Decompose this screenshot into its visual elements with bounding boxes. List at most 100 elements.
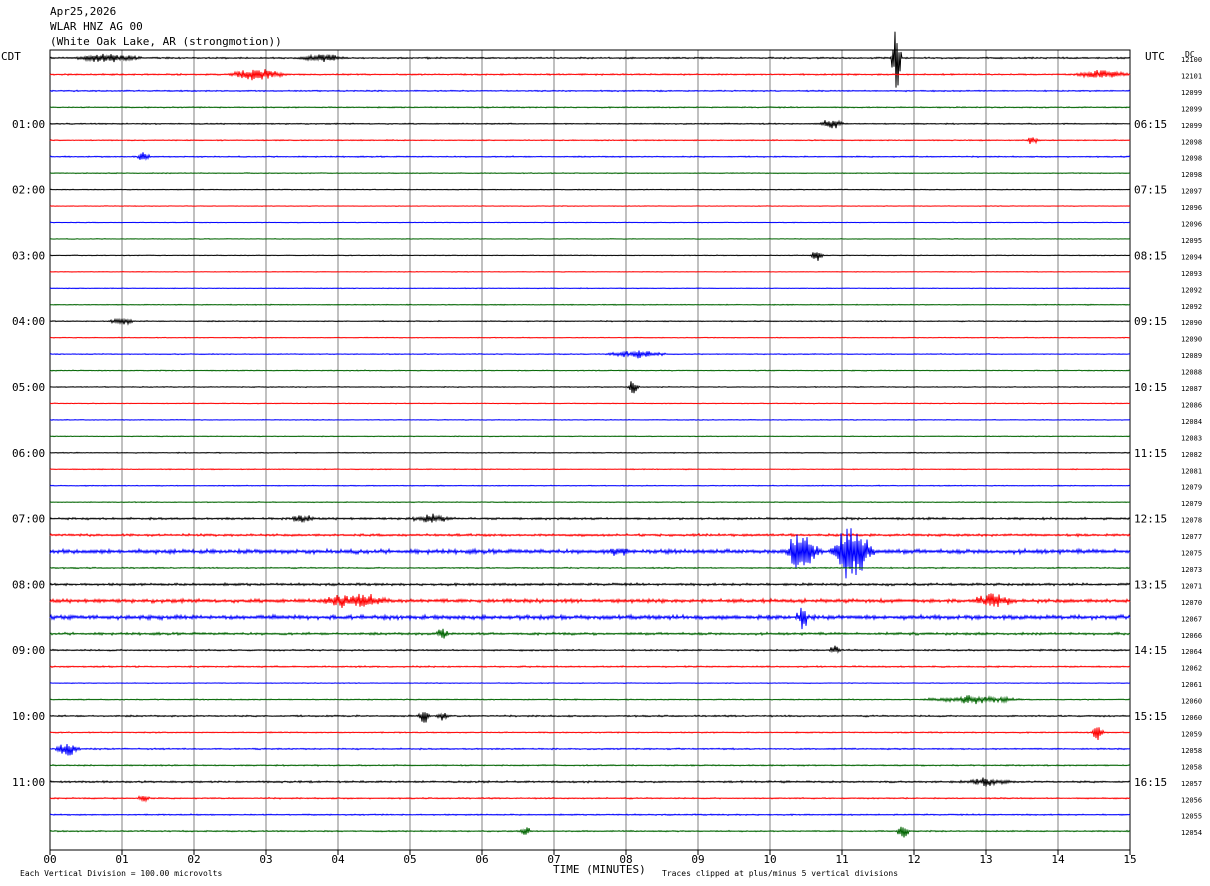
dc-offset-label: 12083 xyxy=(1181,434,1202,442)
dc-offset-label: 12094 xyxy=(1181,253,1202,261)
right-time-label: 09:15 xyxy=(1134,315,1167,328)
x-tick-label: 06 xyxy=(475,853,488,866)
x-tick-label: 03 xyxy=(259,853,272,866)
left-time-label: 10:00 xyxy=(12,710,45,723)
footer: Each Vertical Division = 100.00 microvol… xyxy=(20,863,898,878)
trace-line-13 xyxy=(49,270,1131,273)
left-timezone-label: CDT xyxy=(1,50,21,63)
dc-offset-label: 12097 xyxy=(1181,188,1202,196)
dc-offset-label: 12061 xyxy=(1181,681,1202,689)
trace-line-28 xyxy=(49,513,1131,524)
x-tick-label: 12 xyxy=(907,853,920,866)
trace-line-41 xyxy=(49,727,1131,740)
dc-offset-label: 12092 xyxy=(1181,303,1202,311)
seismic-traces xyxy=(49,31,1131,838)
dc-offset-label: 12078 xyxy=(1181,517,1202,525)
trace-line-6 xyxy=(49,152,1131,161)
trace-line-43 xyxy=(49,763,1131,767)
right-time-label: 16:15 xyxy=(1134,776,1167,789)
trace-line-42 xyxy=(49,743,1131,756)
dc-offset-label: 12098 xyxy=(1181,171,1202,179)
right-timezone-label: UTC xyxy=(1145,50,1165,63)
left-time-label: 01:00 xyxy=(12,118,45,131)
trace-line-38 xyxy=(49,682,1131,685)
dc-offset-label: 12092 xyxy=(1181,286,1202,294)
trace-line-9 xyxy=(49,205,1131,207)
dc-offset-label: 12070 xyxy=(1181,599,1202,607)
left-time-label: 03:00 xyxy=(12,249,45,262)
dc-offset-label: 12060 xyxy=(1181,698,1202,706)
trace-line-44 xyxy=(49,777,1131,787)
dc-offset-label: 12088 xyxy=(1181,369,1202,377)
x-tick-label: 14 xyxy=(1051,853,1065,866)
dc-offset-label: 12060 xyxy=(1181,714,1202,722)
trace-line-8 xyxy=(49,188,1131,191)
right-time-label: 08:15 xyxy=(1134,249,1167,262)
dc-offset-label: 12079 xyxy=(1181,484,1202,492)
trace-line-29 xyxy=(49,532,1131,538)
trace-line-4 xyxy=(49,119,1131,129)
trace-line-12 xyxy=(49,252,1131,261)
dc-offset-labels: 12100 12101 12099 12099 12099 12098 12098 12098… xyxy=(1181,56,1202,837)
dc-offset-label: 12055 xyxy=(1181,813,1202,821)
trace-line-40 xyxy=(49,712,1131,723)
left-time-label: 08:00 xyxy=(12,578,45,591)
left-time-label: 06:00 xyxy=(12,447,45,460)
x-tick-label: 07 xyxy=(547,853,560,866)
dc-offset-label: 12059 xyxy=(1181,730,1202,738)
dc-offset-label: 12095 xyxy=(1181,237,1202,245)
dc-offset-label: 12098 xyxy=(1181,155,1202,163)
trace-line-11 xyxy=(49,238,1131,240)
right-time-labels: 06:15 07:15 08:15 09:15 10:15 11:15 12:15 13:15… xyxy=(1134,118,1167,789)
trace-line-1 xyxy=(49,69,1131,81)
dc-offset-label: 12062 xyxy=(1181,665,1202,673)
dc-offset-label: 12096 xyxy=(1181,204,1202,212)
right-time-label: 15:15 xyxy=(1134,710,1167,723)
dc-offset-label: 12100 xyxy=(1181,56,1202,64)
x-tick-label: 10 xyxy=(763,853,776,866)
x-tick-label: 09 xyxy=(691,853,704,866)
trace-line-22 xyxy=(49,418,1131,421)
dc-offset-label: 12071 xyxy=(1181,582,1202,590)
x-tick-label: 15 xyxy=(1123,853,1136,866)
dc-offset-label: 12066 xyxy=(1181,632,1202,640)
dc-offset-label: 12099 xyxy=(1181,89,1202,97)
dc-offset-label: 12098 xyxy=(1181,138,1202,146)
trace-line-23 xyxy=(49,435,1131,438)
trace-line-15 xyxy=(49,303,1131,306)
trace-line-17 xyxy=(49,336,1131,339)
trace-line-5 xyxy=(49,137,1131,145)
scale-note: Each Vertical Division = 100.00 microvol… xyxy=(20,869,222,878)
x-tick-label: 05 xyxy=(403,853,416,866)
trace-line-37 xyxy=(49,665,1131,669)
header: Apr25,2026 WLAR HNZ AG 00 (White Oak Lak… xyxy=(1,5,1195,63)
right-time-label: 12:15 xyxy=(1134,513,1167,526)
left-time-label: 09:00 xyxy=(12,644,45,657)
trace-line-34 xyxy=(49,607,1131,630)
trace-line-27 xyxy=(49,500,1131,504)
dc-offset-label: 12086 xyxy=(1181,401,1202,409)
dc-offset-label: 12077 xyxy=(1181,533,1202,541)
x-tick-label: 01 xyxy=(115,853,128,866)
left-time-label: 04:00 xyxy=(12,315,45,328)
trace-line-36 xyxy=(49,645,1131,654)
trace-line-31 xyxy=(49,566,1131,570)
dc-offset-label: 12090 xyxy=(1181,336,1202,344)
trace-line-24 xyxy=(49,451,1131,454)
dc-offset-label: 12064 xyxy=(1181,648,1202,656)
dc-offset-label: 12087 xyxy=(1181,385,1202,393)
right-time-label: 10:15 xyxy=(1134,381,1167,394)
trace-line-14 xyxy=(49,287,1131,290)
date-label: Apr25,2026 xyxy=(50,5,116,18)
left-time-labels: 01:00 02:00 03:00 04:00 05:00 06:00 07:00 08:00… xyxy=(12,118,45,789)
trace-line-16 xyxy=(49,317,1131,326)
trace-line-10 xyxy=(49,221,1131,224)
trace-line-7 xyxy=(49,171,1131,175)
x-tick-label: 08 xyxy=(619,853,632,866)
trace-line-21 xyxy=(49,402,1131,405)
station-label: WLAR HNZ AG 00 xyxy=(50,20,143,33)
x-tick-label: 11 xyxy=(835,853,848,866)
dc-label: DC xyxy=(1185,50,1195,59)
x-tick-label: 13 xyxy=(979,853,992,866)
